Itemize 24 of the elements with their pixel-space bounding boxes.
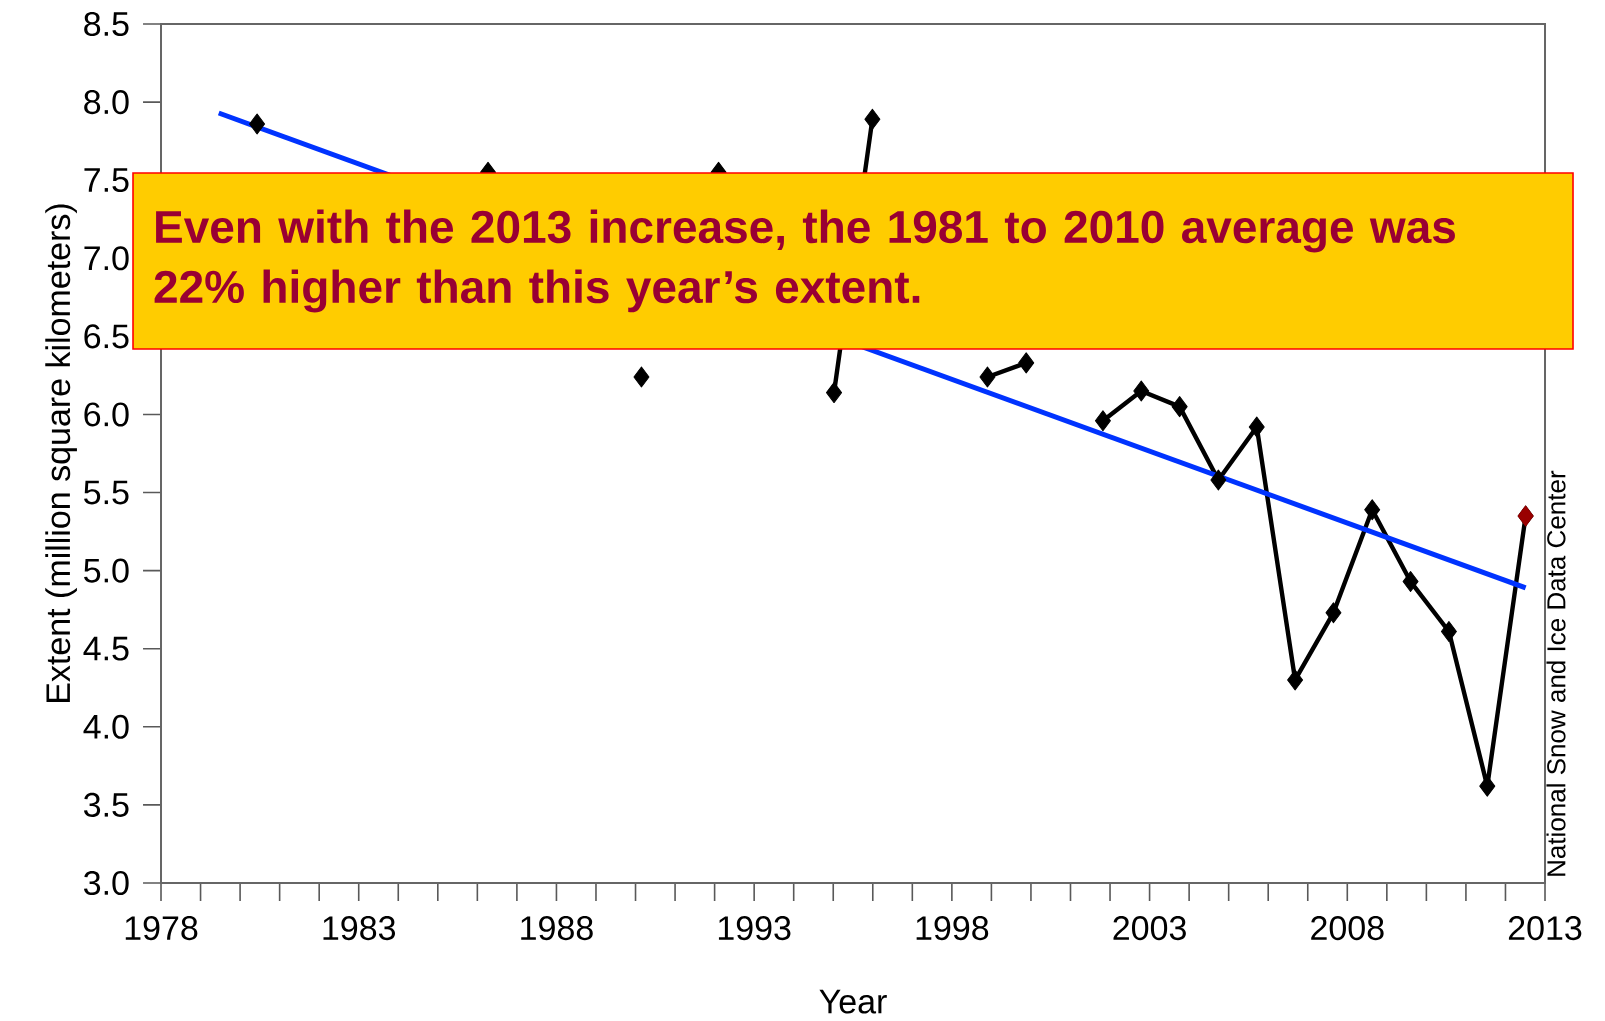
x-tick-label: 1993 bbox=[718, 916, 791, 941]
y-tick-label: 4.5 bbox=[83, 636, 129, 661]
x-tick-label: 1983 bbox=[323, 916, 396, 941]
x-tick-label: 2008 bbox=[1311, 916, 1384, 941]
x-axis-title: Year bbox=[819, 989, 887, 1014]
x-tick-label: 1978 bbox=[125, 916, 198, 941]
x-tick-label: 2013 bbox=[1508, 916, 1582, 941]
y-tick-label: 4.0 bbox=[83, 714, 129, 739]
x-tick-label: 1998 bbox=[916, 916, 989, 941]
y-tick-label: 6.0 bbox=[84, 402, 129, 427]
y-tick-label: 3.0 bbox=[83, 870, 129, 896]
text: National Snow and Ice Data Center bbox=[1546, 470, 1566, 876]
y-tick-label: 6.5 bbox=[84, 324, 129, 349]
annotation: Even with the 2013 increase, the 1981 to 2010 average was 22% higher than this year’s extent. bbox=[154, 209, 1455, 313]
y-tick-label: 3.5 bbox=[83, 792, 129, 817]
x-tick-label: 1988 bbox=[521, 916, 593, 941]
y-tick-label: 8.5 bbox=[84, 11, 129, 37]
y-tick-label: 7.0 bbox=[84, 246, 129, 271]
x-tick-label: 2003 bbox=[1113, 916, 1186, 941]
y-tick-label: 7.5 bbox=[84, 168, 129, 193]
y-axis-title: Extent (million square kilometers) bbox=[45, 204, 77, 702]
y-tick-label: 5.0 bbox=[84, 558, 129, 583]
y-tick-label: 5.5 bbox=[84, 480, 129, 505]
y-tick-label: 8.0 bbox=[84, 90, 129, 115]
